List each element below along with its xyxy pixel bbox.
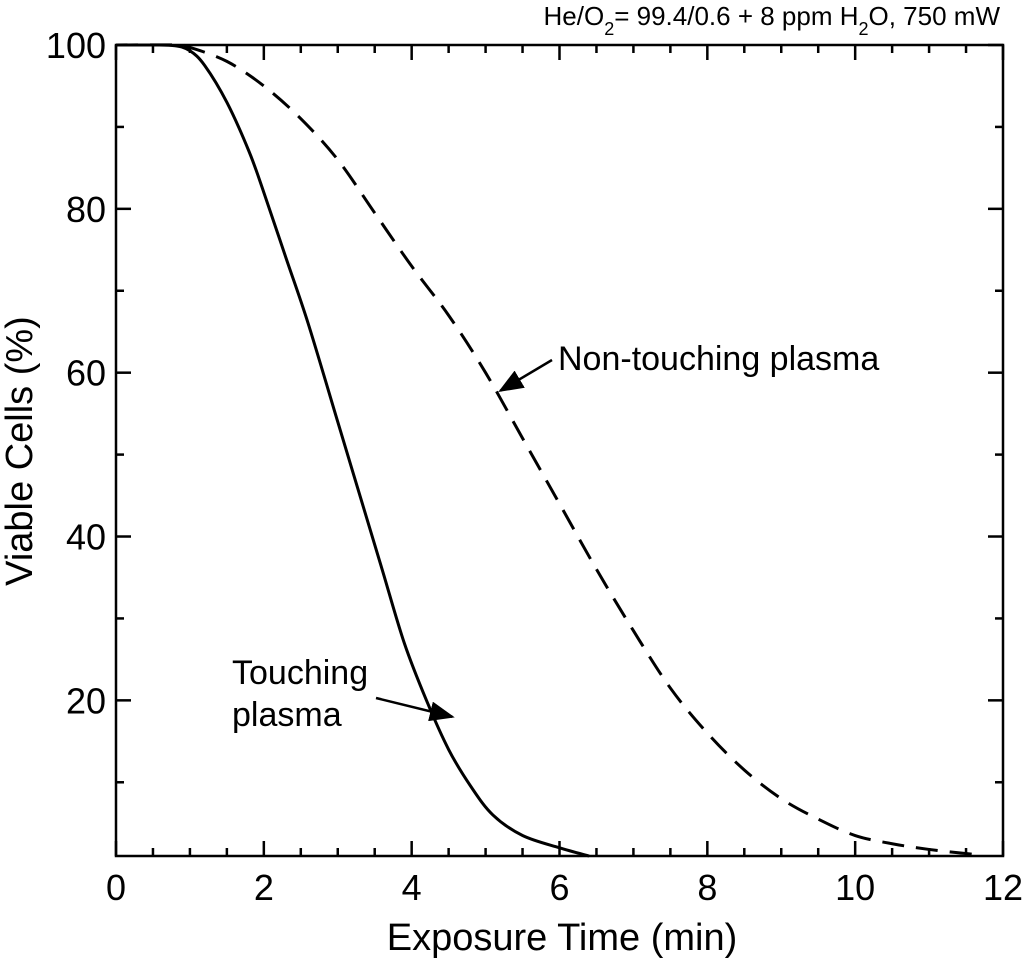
y-tick-label: 100 bbox=[46, 25, 106, 66]
chart-title: He/O2= 99.4/0.6 + 8 ppm H2O, 750 mW bbox=[544, 1, 1001, 39]
x-axis-title: Exposure Time (min) bbox=[387, 917, 738, 959]
x-tick-label: 8 bbox=[697, 867, 717, 908]
x-tick-label: 2 bbox=[254, 867, 274, 908]
touching-plasma-line bbox=[115, 43, 590, 858]
tick-labels: 0 2 4 6 8 10 12 20 40 60 80 100 bbox=[46, 25, 1023, 908]
annotation-line: plasma bbox=[232, 696, 342, 734]
annotation-label: Non-touching plasma bbox=[558, 340, 879, 378]
title-text: = 99.4/0.6 + 8 ppm H bbox=[614, 1, 858, 31]
annotation-arrow bbox=[498, 358, 553, 392]
x-tick-label: 10 bbox=[835, 867, 875, 908]
non-touching-plasma-line bbox=[115, 43, 974, 856]
title-subscript: 2 bbox=[859, 19, 869, 39]
plot-frame bbox=[114, 43, 1005, 858]
y-axis-title: Viable Cells (%) bbox=[0, 316, 41, 586]
x-tick-label: 6 bbox=[549, 867, 569, 908]
x-tick-label: 0 bbox=[106, 867, 126, 908]
title-subscript: 2 bbox=[604, 19, 614, 39]
annotation-line: Touching bbox=[232, 654, 368, 692]
title-text: He/O bbox=[544, 1, 605, 31]
x-tick-label: 4 bbox=[402, 867, 422, 908]
y-tick-label: 20 bbox=[66, 680, 106, 721]
annotations: Non-touching plasma Touching plasma bbox=[232, 340, 879, 734]
series-lines bbox=[115, 43, 974, 858]
y-tick-label: 80 bbox=[66, 189, 106, 230]
title-text: O, 750 mW bbox=[869, 1, 1001, 31]
y-tick-label: 40 bbox=[66, 517, 106, 558]
x-tick-label: 12 bbox=[983, 867, 1023, 908]
y-tick-label: 60 bbox=[66, 353, 106, 394]
annotation-arrow bbox=[375, 696, 455, 722]
annotation-label: Touching plasma bbox=[232, 654, 368, 734]
